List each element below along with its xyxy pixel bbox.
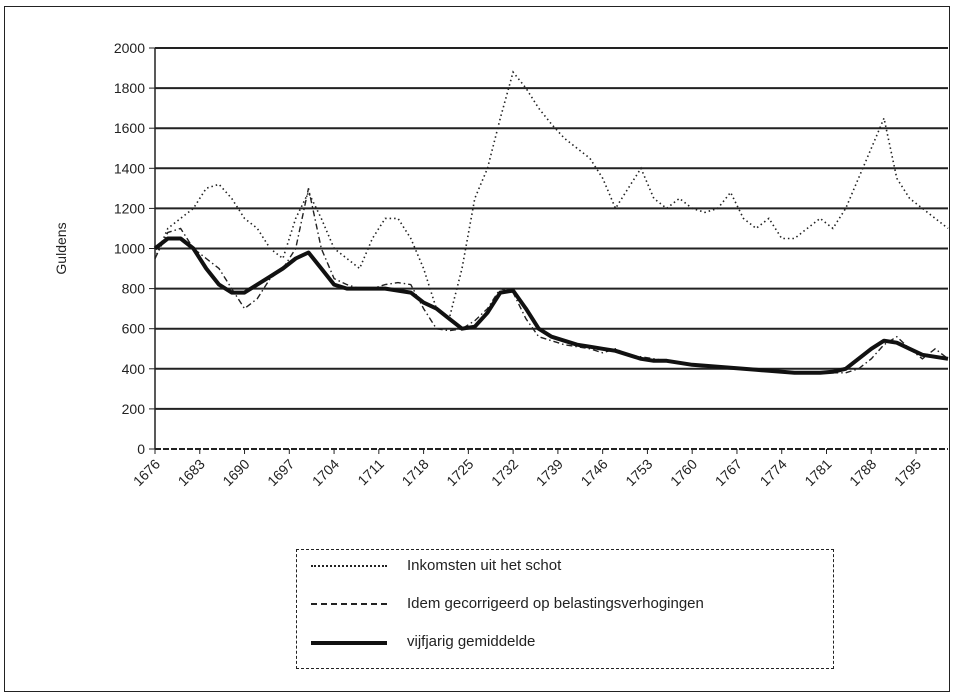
x-tick-label: 1781 [801,456,834,489]
series-lines [153,70,949,375]
y-tick-label: 1800 [114,80,145,96]
series-line-2 [154,188,949,374]
legend: Inkomsten uit het schot Idem gecorrigeer… [296,549,834,669]
legend-label: Idem gecorrigeerd op belastingsverhoging… [407,595,704,612]
y-tick-label: 1400 [114,160,145,176]
y-tick-labels: 0 200 400 600 800 1000 1200 1400 1600 1800 2000 [114,40,145,457]
y-tick-label: 800 [122,281,146,297]
x-tick-label: 1690 [219,456,252,489]
x-tick-label: 1718 [398,456,431,489]
series-line-3 [153,236,949,375]
y-tick-label: 400 [122,361,146,377]
legend-item-series-3: vijfjarig gemiddelde [297,630,833,654]
legend-swatch-solid [311,641,387,645]
x-tick-label: 1760 [667,456,700,489]
x-tick-label: 1711 [354,456,387,489]
grid-lines [155,47,948,410]
legend-swatch-dotted [311,565,387,567]
y-tick-label: 1200 [114,200,145,216]
legend-swatch-dashdot [311,603,387,605]
x-tick-label: 1795 [891,456,924,489]
x-tick-label: 1788 [846,456,879,489]
x-tick-label: 1746 [577,456,610,489]
legend-item-series-1: Inkomsten uit het schot [297,554,833,578]
y-tick-label: 1600 [114,120,145,136]
x-tick-label: 1739 [533,456,566,489]
y-tick-label: 0 [137,441,145,457]
y-tick-label: 1000 [114,241,145,257]
legend-label: Inkomsten uit het schot [407,557,562,574]
y-tick-label: 600 [122,321,146,337]
x-tick-label: 1753 [622,456,655,489]
x-tick-label: 1697 [264,456,297,489]
x-tick-label: 1725 [443,456,476,489]
y-tick-label: 200 [122,401,146,417]
y-axis-title: Guldens [53,222,69,274]
legend-item-series-2: Idem gecorrigeerd op belastingsverhoging… [297,592,833,616]
x-tick-label: 1732 [488,456,521,489]
legend-label: vijfjarig gemiddelde [407,633,536,650]
x-tick-label: 1704 [309,456,342,489]
y-tick-label: 2000 [114,40,145,56]
series-line-1 [154,70,949,321]
x-tick-labels: 1676 1683 1690 1697 1704 1711 1718 1725 1732 1739… [130,456,925,489]
x-tick-label: 1676 [130,456,163,489]
x-tick-label: 1774 [757,456,790,489]
x-tick-label: 1767 [712,456,745,489]
axes [149,47,948,454]
x-tick-label: 1683 [175,456,208,489]
